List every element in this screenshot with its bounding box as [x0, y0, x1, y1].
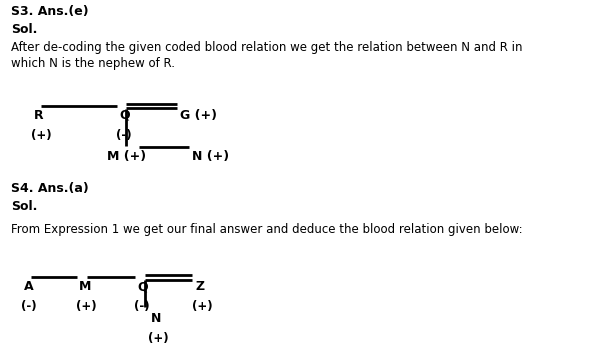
Text: S3. Ans.(e): S3. Ans.(e)	[11, 5, 88, 18]
Text: Z: Z	[195, 280, 204, 293]
Text: M: M	[79, 280, 91, 293]
Text: (+): (+)	[192, 300, 213, 313]
Text: From Expression 1 we get our final answer and deduce the blood relation given be: From Expression 1 we get our final answe…	[11, 223, 523, 236]
Text: Q: Q	[119, 109, 129, 122]
Text: Sol.: Sol.	[11, 23, 37, 36]
Text: G (+): G (+)	[180, 109, 217, 122]
Text: N (+): N (+)	[192, 150, 229, 163]
Text: which N is the nephew of R.: which N is the nephew of R.	[11, 57, 175, 70]
Text: (-): (-)	[116, 129, 132, 141]
Text: After de-coding the given coded blood relation we get the relation between N and: After de-coding the given coded blood re…	[11, 41, 523, 54]
Text: (+): (+)	[148, 332, 169, 345]
Text: R: R	[34, 109, 43, 122]
Text: (+): (+)	[30, 129, 51, 141]
Text: Q: Q	[137, 280, 148, 293]
Text: (+): (+)	[76, 300, 97, 313]
Text: (-): (-)	[21, 300, 37, 313]
Text: M (+): M (+)	[107, 150, 146, 163]
Text: S4. Ans.(a): S4. Ans.(a)	[11, 182, 88, 195]
Text: A: A	[24, 280, 34, 293]
Text: Sol.: Sol.	[11, 200, 37, 213]
Text: (-): (-)	[134, 300, 150, 313]
Text: N: N	[151, 312, 162, 325]
